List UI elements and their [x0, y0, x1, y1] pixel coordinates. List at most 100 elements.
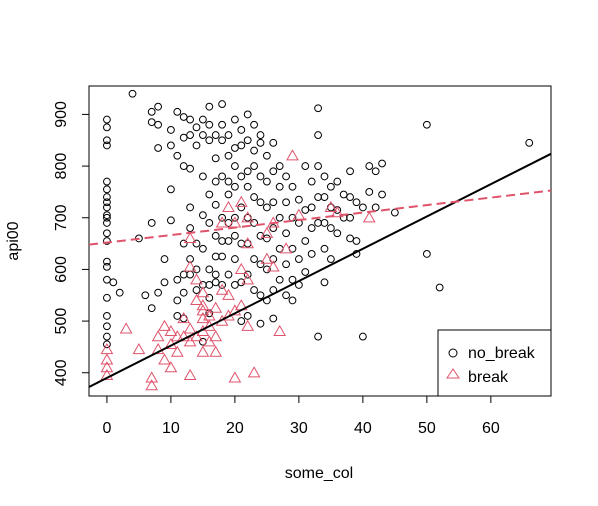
y-tick-label: 400 — [53, 359, 70, 386]
y-tick-label: 900 — [53, 101, 70, 128]
point-break — [215, 283, 229, 295]
point-no-break — [371, 203, 380, 212]
point-no-break — [179, 239, 188, 248]
point-no-break — [422, 250, 431, 258]
point-break — [241, 237, 255, 249]
legend-label-no-break: no_break — [468, 345, 536, 362]
point-no-break — [103, 115, 111, 124]
point-no-break — [211, 231, 220, 240]
point-no-break — [275, 275, 284, 284]
point-no-break — [282, 172, 290, 181]
point-no-break — [103, 312, 111, 320]
point-no-break — [256, 131, 265, 139]
point-no-break — [269, 167, 278, 176]
point-break — [215, 216, 229, 228]
point-no-break — [179, 162, 188, 170]
point-no-break — [314, 162, 322, 170]
point-no-break — [256, 260, 265, 269]
point-no-break — [147, 219, 156, 227]
point-break — [145, 371, 159, 383]
point-no-break — [192, 239, 201, 248]
point-no-break — [314, 131, 322, 139]
point-no-break — [269, 314, 278, 323]
point-no-break — [103, 340, 111, 349]
point-no-break — [147, 107, 156, 116]
point-no-break — [230, 182, 239, 191]
point-no-break — [211, 278, 220, 287]
point-no-break — [301, 162, 310, 170]
point-break — [190, 293, 203, 306]
y-axis-label: api00 — [5, 221, 22, 260]
point-no-break — [205, 102, 214, 111]
point-no-break — [160, 278, 169, 287]
point-no-break — [224, 131, 233, 139]
fit-line-break — [88, 189, 552, 246]
point-no-break — [230, 255, 239, 263]
point-no-break — [199, 244, 207, 253]
y-tick-label: 500 — [53, 308, 70, 335]
point-no-break — [243, 182, 252, 191]
point-no-break — [224, 177, 233, 186]
point-no-break — [103, 198, 111, 207]
point-no-break — [179, 133, 188, 142]
point-no-break — [365, 188, 374, 196]
point-no-break — [307, 224, 316, 232]
point-no-break — [250, 162, 258, 170]
point-no-break — [243, 110, 252, 119]
point-break — [177, 311, 191, 324]
point-break — [183, 368, 197, 380]
point-no-break — [525, 138, 534, 147]
point-no-break — [256, 138, 265, 147]
point-no-break — [103, 123, 111, 132]
point-no-break — [147, 304, 156, 313]
point-no-break — [250, 286, 258, 294]
point-break — [151, 342, 165, 355]
point-break — [190, 273, 203, 285]
point-no-break — [211, 200, 220, 209]
point-break — [273, 324, 287, 337]
point-no-break — [173, 296, 182, 305]
point-no-break — [199, 172, 207, 181]
point-no-break — [237, 317, 246, 325]
point-no-break — [199, 211, 207, 220]
point-no-break — [326, 255, 335, 263]
point-no-break — [211, 252, 220, 261]
point-no-break — [250, 255, 258, 263]
point-break — [100, 342, 114, 355]
y-axis: 400 500 600 700 800 900 — [53, 101, 90, 386]
point-no-break — [294, 195, 303, 204]
point-no-break — [230, 213, 239, 222]
point-no-break — [288, 296, 297, 305]
point-break — [324, 200, 338, 213]
point-no-break — [320, 244, 329, 253]
point-no-break — [243, 239, 252, 248]
point-no-break — [199, 115, 207, 124]
point-no-break — [288, 275, 297, 284]
point-no-break — [218, 252, 226, 261]
point-no-break — [314, 332, 322, 341]
x-tick-label: 10 — [162, 420, 180, 437]
point-no-break — [167, 216, 175, 225]
point-break — [164, 324, 178, 337]
point-no-break — [250, 219, 258, 227]
y-tick-label: 800 — [53, 153, 70, 180]
x-axis: 0 10 20 30 40 50 60 — [102, 395, 500, 437]
point-no-break — [205, 136, 214, 145]
point-no-break — [186, 164, 195, 173]
point-no-break — [307, 250, 316, 258]
point-no-break — [167, 141, 175, 150]
point-break — [100, 368, 114, 380]
point-no-break — [173, 151, 182, 160]
point-no-break — [243, 270, 252, 279]
point-no-break — [103, 229, 111, 238]
point-no-break — [224, 151, 233, 160]
point-no-break — [186, 203, 195, 212]
point-no-break — [358, 332, 367, 341]
point-no-break — [333, 229, 342, 238]
point-no-break — [109, 278, 118, 287]
point-no-break — [218, 120, 226, 129]
point-no-break — [173, 275, 182, 284]
point-no-break — [186, 131, 195, 139]
point-break — [158, 353, 171, 365]
point-no-break — [269, 224, 278, 232]
